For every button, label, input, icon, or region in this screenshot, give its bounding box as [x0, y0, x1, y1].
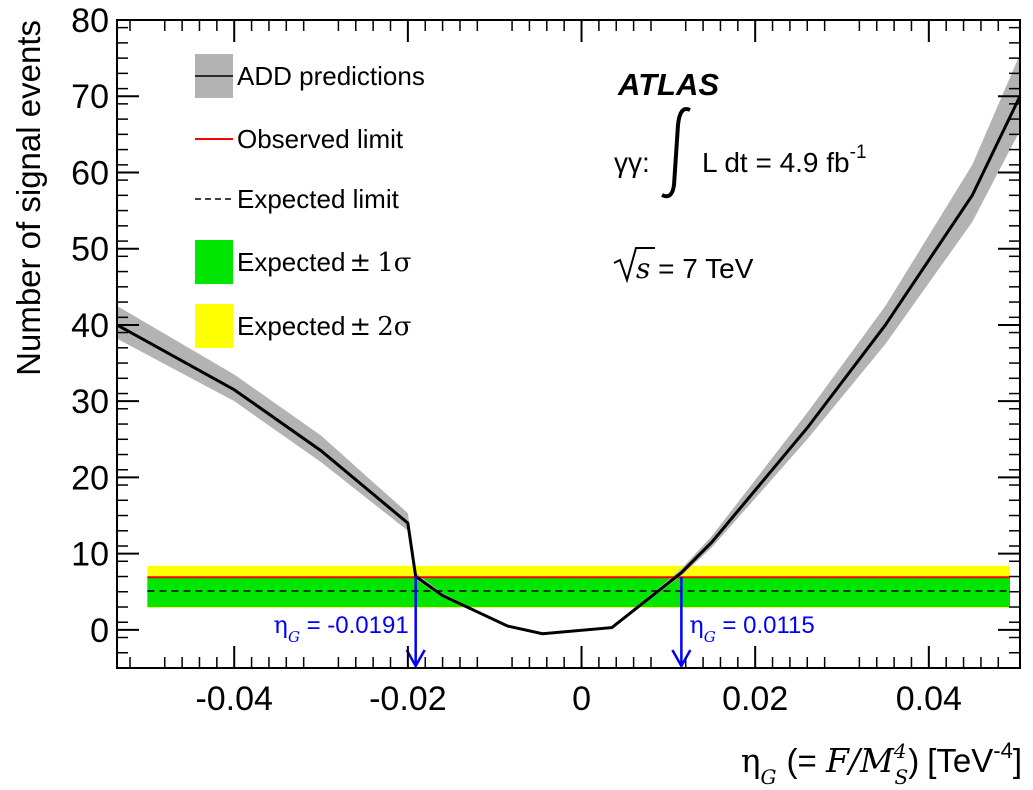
legend-label-main: Expected [237, 247, 345, 277]
expected-bands [147, 565, 1011, 608]
band-1sigma [147, 576, 1011, 608]
legend-label-s1: Expected ±1σ [237, 247, 412, 278]
limit-arrowhead-1 [671, 649, 692, 669]
integral-sign [661, 107, 691, 199]
y-tick-label: 80 [71, 2, 109, 40]
limit-label-sub: G [288, 628, 300, 646]
legend-label-pm: ± [349, 248, 371, 278]
legend-label-sigma: 2σ [377, 312, 411, 342]
channel-label: γγ: [614, 147, 650, 178]
x-tick-label: -0.04 [195, 680, 273, 718]
limit-label-sub: G [704, 628, 716, 646]
legend-label-main: Expected [237, 311, 345, 341]
legend: ADD predictions Observed limit Expected li… [195, 54, 425, 348]
y-tick-label: 40 [71, 307, 109, 345]
y-tick-label: 60 [71, 154, 109, 192]
y-tick-label: 70 [71, 78, 109, 116]
limit-label-value: = 0.0115 [716, 612, 815, 639]
energy-text: s = 7 TeV [636, 252, 754, 285]
y-tick-label: 30 [71, 383, 109, 421]
y-tick-label: 10 [71, 536, 109, 574]
plot-frame [116, 19, 1021, 669]
y-tick-label: 20 [71, 459, 109, 497]
legend-label-add: ADD predictions [237, 61, 425, 91]
y-tick-label: 0 [90, 612, 109, 650]
legend-1sigma-swatch [195, 240, 233, 284]
add-prediction-line [116, 95, 1022, 636]
x-axis-title: ηG (= F/M4 S) [TeV-4] [741, 738, 1022, 789]
limit-label-symbol: η [689, 611, 703, 639]
limit-lines [147, 576, 1010, 592]
lumi-exponent: -1 [850, 142, 867, 163]
limit-arrowhead-0 [405, 649, 426, 669]
legend-2sigma-swatch [195, 304, 233, 348]
x-tick-label: 0.02 [722, 680, 788, 718]
limit-label-1: ηG = 0.0115 [689, 611, 814, 646]
legend-label-s2: Expected ±2σ [237, 311, 412, 342]
limit-label-symbol: η [274, 611, 288, 639]
add-prediction-curve [116, 95, 1022, 636]
legend-label-exp: Expected limit [237, 184, 400, 214]
legend-label-sigma: 1σ [377, 248, 411, 278]
limit-label-value: = -0.0191 [300, 612, 409, 639]
lumi-text: L dt = 4.9 fb-1 [702, 142, 867, 178]
x-tick-label: -0.02 [369, 680, 447, 718]
x-tick-label: 0.04 [896, 680, 962, 718]
limit-arrows: ηG = -0.0191 ηG = 0.0115 [274, 577, 815, 669]
atlas-label: ATLAS [617, 67, 719, 102]
legend-label-pm: ± [349, 312, 371, 342]
x-tick-label: 0 [572, 680, 591, 718]
y-axis-title: Number of signal events [10, 20, 47, 376]
sqrt-sign [613, 247, 655, 284]
legend-label-obs: Observed limit [237, 124, 404, 154]
axis-ticks: 0 10 20 30 40 50 60 70 80 -0.04 -0.02 0 0.02 0.04 [71, 2, 1020, 718]
limit-label-0: ηG = -0.0191 [274, 611, 409, 646]
y-tick-label: 50 [71, 231, 109, 269]
